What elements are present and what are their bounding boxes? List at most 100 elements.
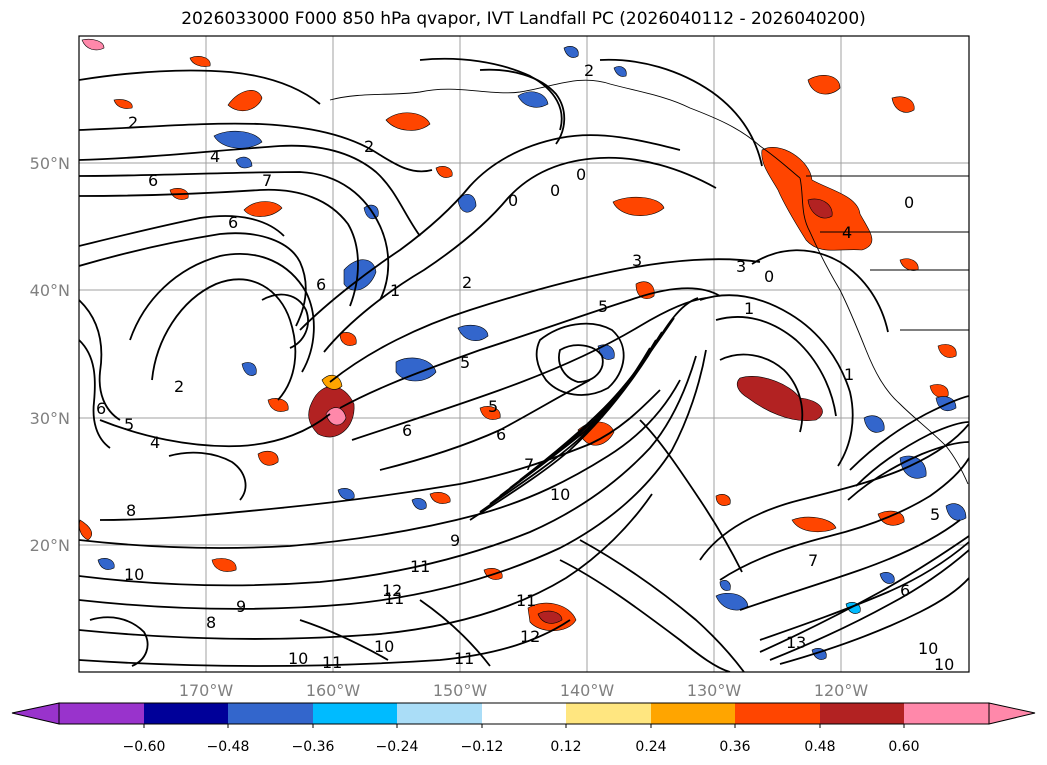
colorbar-ticks: [143, 724, 905, 728]
colorbar-bin: [313, 703, 397, 724]
contour: [855, 421, 969, 487]
contour-label: 7: [524, 455, 534, 474]
contour-label: 7: [262, 171, 272, 190]
contour-label: 5: [930, 505, 940, 524]
contour-label: 2: [128, 113, 138, 132]
negative-patch: [213, 130, 263, 149]
graticule: [79, 36, 969, 672]
contour: [639, 419, 743, 573]
positive-patch: [791, 516, 837, 533]
contour: [99, 389, 661, 521]
positive-patch: [339, 332, 357, 346]
contour: [559, 559, 731, 672]
contour-label: 12: [382, 581, 402, 600]
negative-patch: [945, 503, 967, 521]
contour-label: 0: [550, 181, 560, 200]
contour-label: 8: [126, 501, 136, 520]
colorbar-bin: [904, 703, 989, 724]
negative-patch: [97, 558, 115, 570]
negative-patch: [457, 194, 477, 213]
latitude-label: 30°N: [30, 409, 70, 428]
contour: [779, 577, 969, 665]
contour-label: 0: [764, 267, 774, 286]
contour: [79, 493, 653, 640]
positive-patch: [429, 492, 451, 504]
contour: [79, 349, 707, 610]
positive-patch: [325, 407, 347, 426]
contour: [79, 144, 421, 237]
colorbar-bin: [144, 703, 228, 724]
colorbar-bin: [228, 703, 313, 724]
positive-anomaly-patches: [79, 38, 957, 632]
negative-patch: [517, 91, 549, 108]
positive-patch: [211, 558, 237, 572]
positive-patch: [537, 610, 563, 624]
contour: [599, 58, 763, 167]
contour: [379, 379, 591, 471]
contour: [261, 293, 309, 349]
positive-patch: [113, 99, 133, 109]
colorbar-under-extension: [11, 702, 60, 725]
positive-patch: [929, 384, 949, 398]
contour: [419, 599, 491, 667]
contour-label: 4: [842, 223, 852, 242]
contour: [79, 122, 433, 173]
contour: [699, 294, 854, 467]
longitude-label: 150°W: [433, 681, 488, 700]
positive-patch: [807, 198, 833, 219]
contour-label: 10: [288, 649, 308, 668]
contour: [79, 339, 111, 449]
contour-lines: [79, 57, 969, 672]
contour-label: 3: [736, 257, 746, 276]
negative-patch: [337, 488, 355, 500]
contour: [79, 232, 307, 327]
contour: [339, 287, 721, 409]
colorbar-tick-label: −0.60: [123, 739, 166, 755]
contour: [329, 258, 761, 383]
colorbar-tick-label: −0.24: [376, 739, 419, 755]
contour: [168, 451, 247, 501]
contour-label: 2: [462, 273, 472, 292]
longitude-label: 140°W: [560, 681, 615, 700]
contour: [719, 353, 804, 433]
contour: [323, 156, 717, 353]
contour: [299, 134, 681, 331]
contour-label: 10: [918, 639, 938, 658]
contour-label: 5: [124, 415, 134, 434]
positive-patch: [715, 494, 731, 506]
contour-label: 4: [210, 147, 220, 166]
contour-label: 10: [374, 637, 394, 656]
contour-label: 0: [508, 191, 518, 210]
contour: [469, 297, 699, 521]
positive-patch: [227, 90, 263, 112]
contour-label: 2: [174, 377, 184, 396]
negative-patch: [395, 357, 437, 382]
positive-patch: [267, 398, 289, 412]
contour-label: 10: [934, 655, 954, 674]
colorbar-tick-label: −0.36: [292, 739, 335, 755]
latitude-labels: 50°N 40°N 30°N 20°N: [30, 154, 70, 555]
longitude-labels: 170°W 160°W 150°W 140°W 130°W 120°W: [179, 681, 869, 700]
contour: [847, 441, 969, 501]
colorbar-bin: [735, 703, 820, 724]
contour-label: 3: [632, 251, 642, 270]
negative-patch: [411, 498, 427, 510]
contour: [699, 423, 969, 561]
positive-patch: [736, 376, 823, 421]
contour-label: 6: [148, 171, 158, 190]
contour-label: 6: [900, 581, 910, 600]
positive-patch: [243, 201, 283, 217]
colorbar-tick-label: 0.36: [719, 739, 750, 755]
contour: [79, 188, 359, 307]
map-title: 2026033000 F000 850 hPa qvapor, IVT Land…: [181, 9, 866, 29]
contour-label: 0: [576, 165, 586, 184]
positive-patch: [891, 96, 915, 113]
negative-patch: [241, 362, 257, 376]
negative-patch: [879, 572, 895, 584]
contour: [99, 413, 331, 448]
contour: [79, 355, 697, 587]
contour-label: 11: [454, 649, 474, 668]
positive-patch: [189, 56, 211, 67]
